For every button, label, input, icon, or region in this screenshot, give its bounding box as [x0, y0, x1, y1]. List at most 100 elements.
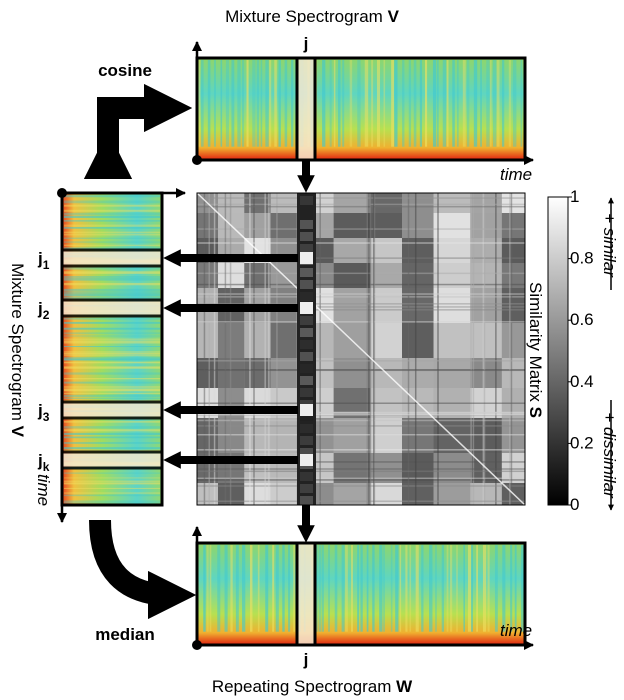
stripe — [64, 482, 160, 485]
stripe — [64, 346, 160, 348]
cell — [300, 436, 313, 445]
block — [402, 238, 434, 263]
stripe — [64, 477, 160, 479]
stripe — [206, 545, 209, 632]
origin — [192, 155, 202, 165]
block — [501, 288, 525, 323]
block — [470, 418, 502, 453]
spectrogram — [197, 58, 525, 160]
colorbar-low: + dissimilar — [600, 412, 619, 499]
stripe — [64, 278, 160, 281]
stripe — [252, 60, 256, 147]
line-texture — [197, 303, 525, 305]
line-texture — [197, 413, 525, 416]
stripe — [64, 340, 160, 344]
stripe — [64, 447, 160, 450]
stripe — [357, 545, 360, 632]
stripe — [333, 60, 336, 147]
block — [270, 418, 297, 453]
row-sub: 1 — [43, 258, 50, 272]
step-median: median — [95, 625, 155, 644]
stripe — [64, 317, 160, 320]
cell — [300, 412, 313, 421]
stripe — [383, 545, 385, 632]
median-arrow — [89, 519, 197, 620]
stripe — [242, 545, 246, 632]
colorbar-label: 0.2 — [570, 433, 594, 452]
stripe — [345, 545, 348, 632]
stripe — [462, 60, 466, 147]
stripe — [64, 291, 160, 294]
stripe — [360, 545, 363, 632]
stripe — [492, 60, 497, 147]
line-texture — [197, 293, 525, 295]
block — [433, 193, 471, 213]
stripe — [395, 545, 399, 632]
block — [270, 193, 297, 213]
stripe — [394, 60, 398, 147]
line-texture — [414, 193, 417, 505]
step-cosine: cosine — [98, 61, 152, 80]
line-texture — [470, 193, 472, 505]
origin — [57, 188, 67, 198]
stripe — [467, 545, 472, 632]
line-texture — [197, 477, 525, 480]
stripe — [213, 60, 216, 147]
line-texture — [197, 419, 525, 422]
row-highlight — [60, 298, 164, 318]
colorbar-label: 1 — [570, 187, 579, 206]
block — [501, 358, 525, 388]
stripe — [64, 224, 160, 227]
block — [433, 323, 471, 358]
stripe — [242, 60, 245, 147]
stripe — [257, 545, 260, 632]
stripe — [502, 545, 506, 632]
stripe — [486, 60, 490, 147]
stripe — [64, 353, 160, 357]
colorbar-label: 0.4 — [570, 372, 594, 391]
line-texture — [483, 193, 486, 505]
stripe — [64, 271, 160, 274]
stripe — [272, 545, 275, 632]
column-highlight — [297, 543, 315, 645]
stripe — [231, 60, 235, 147]
stripe — [64, 388, 160, 392]
line-texture — [372, 193, 375, 505]
line-texture — [407, 193, 410, 505]
stripe — [357, 60, 361, 147]
colorbar-high: + similar — [600, 213, 619, 278]
line-texture — [197, 485, 525, 487]
stripe — [391, 60, 395, 147]
line-texture — [197, 449, 525, 451]
left-title: Mixture Spectrogram V — [8, 263, 27, 438]
stripe — [476, 545, 479, 632]
stripe — [64, 394, 160, 397]
stripe — [435, 545, 437, 632]
stripe — [64, 492, 160, 494]
cell — [300, 292, 313, 301]
stripe — [413, 60, 417, 147]
stripe — [351, 545, 353, 632]
row-sub: k — [43, 460, 50, 474]
block — [433, 238, 471, 263]
stripe — [489, 60, 492, 147]
line-texture — [197, 500, 525, 503]
line-texture — [368, 193, 370, 505]
line-texture — [197, 414, 525, 417]
stripe — [342, 60, 345, 147]
block — [470, 358, 502, 388]
stripe — [64, 244, 160, 246]
block — [501, 238, 525, 263]
stripe — [390, 545, 393, 632]
colorbar — [547, 196, 569, 506]
column-highlight — [297, 58, 315, 160]
stripe — [64, 397, 160, 399]
stripe — [402, 60, 405, 147]
line-texture — [264, 193, 266, 505]
block — [470, 288, 502, 323]
stripe — [64, 234, 160, 236]
row-base: j — [37, 299, 43, 318]
block — [501, 323, 525, 358]
cell-high — [300, 302, 313, 314]
stripe — [520, 60, 523, 147]
